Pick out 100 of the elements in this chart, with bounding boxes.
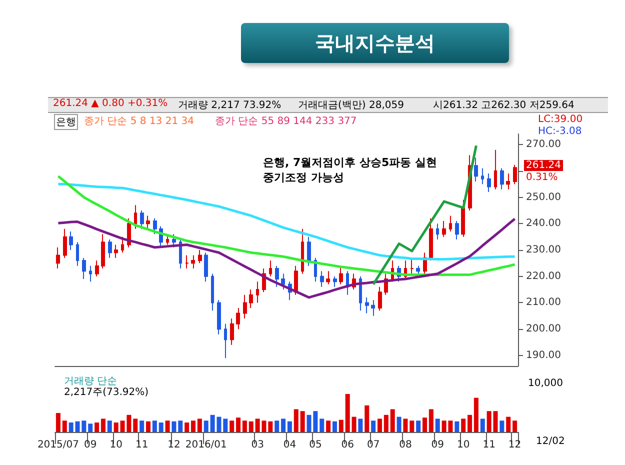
x-tick-label: 05 — [309, 440, 322, 450]
candlestick — [82, 257, 86, 280]
text: 261.24 ▲ 0.80 +0.31% — [53, 98, 168, 109]
bar — [390, 409, 395, 432]
annotation: 은행, 7월저점이후 상승5파동 실현 — [263, 155, 437, 170]
candlestick — [513, 164, 517, 185]
candlestick — [410, 257, 414, 274]
candlestick — [449, 215, 452, 232]
bar — [461, 418, 466, 432]
candlestick — [191, 254, 195, 269]
line-series — [56, 218, 516, 299]
candlestick — [500, 168, 504, 190]
x-tick-label: 10 — [110, 440, 122, 450]
candlestick — [487, 173, 491, 192]
text: 0.31% — [526, 172, 558, 183]
candlestick — [371, 300, 375, 316]
bar — [140, 420, 144, 432]
candlestick — [455, 220, 459, 240]
bar — [384, 414, 388, 432]
candlestick — [230, 318, 234, 346]
candlestick — [269, 260, 272, 277]
candlestick — [481, 168, 484, 185]
candlestick — [301, 228, 304, 274]
text: 261.24 — [524, 160, 563, 171]
text: 거래량 2,217 73.92% — [178, 99, 282, 112]
bar — [371, 420, 376, 432]
candlestick — [506, 173, 510, 190]
candlestick — [224, 323, 227, 359]
bar — [326, 420, 331, 432]
x-tick-label: 10 — [456, 440, 470, 450]
candlestick — [378, 286, 382, 312]
bar — [100, 418, 106, 432]
bar — [178, 420, 183, 432]
candlestick — [359, 276, 362, 312]
text: 시261.32 고262.30 저259.64 — [433, 99, 574, 112]
bar — [512, 420, 518, 432]
text: 종가 단순 5 8 13 21 34 — [84, 115, 194, 128]
x-tick-label: 2016/01 — [185, 440, 227, 450]
bar — [364, 405, 370, 432]
annotation: 2,217주(73.92%) — [64, 386, 149, 399]
annotation: 중기조정 가능성 — [263, 170, 344, 185]
bar — [158, 422, 164, 432]
bar — [345, 394, 350, 432]
candlestick — [326, 270, 330, 285]
x-tick-label: 09 — [431, 440, 444, 450]
bar — [403, 418, 408, 432]
bar — [204, 420, 208, 432]
bar — [358, 418, 363, 432]
x-tick-label: 03 — [251, 440, 264, 450]
x-tick-label: 09 — [84, 440, 97, 450]
bar — [480, 418, 485, 432]
candlestick — [333, 276, 337, 288]
candlestick — [256, 281, 259, 304]
x-tick-label: 07 — [366, 440, 380, 450]
x-tick-label: 08 — [399, 440, 412, 450]
bar — [62, 420, 67, 432]
text: 은행 — [54, 114, 78, 130]
y-tick-label: 230.00 — [526, 244, 561, 256]
bar — [146, 421, 150, 432]
candlestick — [134, 204, 137, 230]
bar — [172, 421, 176, 432]
x-tick-label: 06 — [341, 440, 354, 450]
bar — [377, 418, 382, 432]
bar — [248, 421, 254, 432]
bar — [506, 416, 511, 432]
bar — [320, 418, 324, 432]
candlestick — [442, 220, 446, 238]
bar — [191, 420, 196, 432]
bar — [281, 418, 286, 432]
candlestick — [121, 236, 124, 254]
bar — [416, 420, 421, 432]
bar — [454, 421, 460, 432]
candlestick — [211, 273, 214, 312]
text: HC:-3.08 — [538, 126, 582, 137]
candlestick — [320, 270, 324, 288]
candlestick — [76, 242, 79, 266]
x-tick-label: 12 — [508, 440, 522, 450]
text: 10,000 — [528, 378, 563, 389]
bar — [294, 409, 298, 432]
line-series — [56, 182, 516, 260]
candlestick — [95, 260, 99, 277]
bar — [352, 416, 356, 432]
candlestick — [153, 218, 157, 235]
candlestick — [56, 246, 60, 269]
line-series — [56, 174, 516, 276]
candlestick — [69, 231, 73, 250]
bar — [242, 420, 247, 432]
bar — [428, 409, 434, 432]
text: 거래대금(백만) 28,059 — [298, 99, 404, 112]
candlestick — [275, 265, 279, 288]
candlestick — [494, 149, 497, 190]
bar — [468, 414, 472, 432]
candlestick — [294, 265, 298, 296]
bar — [268, 421, 273, 432]
candlestick — [140, 210, 144, 230]
x-tick-label: 04 — [283, 440, 296, 450]
candlestick — [101, 234, 105, 269]
text: 거래량 단순 — [64, 376, 118, 387]
text: LC:39.00 — [538, 114, 583, 125]
candlestick — [217, 300, 221, 335]
